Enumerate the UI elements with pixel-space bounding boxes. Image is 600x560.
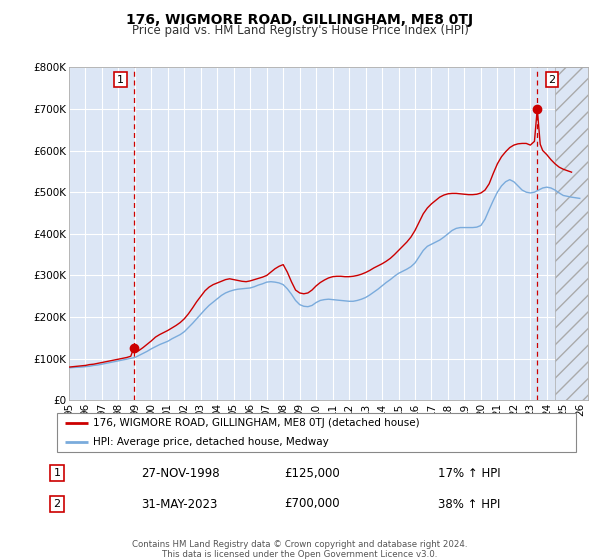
Text: 176, WIGMORE ROAD, GILLINGHAM, ME8 0TJ: 176, WIGMORE ROAD, GILLINGHAM, ME8 0TJ	[127, 13, 473, 27]
Text: 27-NOV-1998: 27-NOV-1998	[141, 466, 220, 480]
Text: HPI: Average price, detached house, Medway: HPI: Average price, detached house, Medw…	[94, 437, 329, 447]
Text: Contains HM Land Registry data © Crown copyright and database right 2024.: Contains HM Land Registry data © Crown c…	[132, 540, 468, 549]
Text: This data is licensed under the Open Government Licence v3.0.: This data is licensed under the Open Gov…	[163, 550, 437, 559]
Text: 38% ↑ HPI: 38% ↑ HPI	[438, 497, 500, 511]
Text: 2: 2	[548, 74, 556, 85]
Bar	[555, 67, 588, 400]
Text: 1: 1	[53, 468, 61, 478]
Text: 176, WIGMORE ROAD, GILLINGHAM, ME8 0TJ (detached house): 176, WIGMORE ROAD, GILLINGHAM, ME8 0TJ (…	[94, 418, 420, 428]
Text: Price paid vs. HM Land Registry's House Price Index (HPI): Price paid vs. HM Land Registry's House …	[131, 24, 469, 38]
Text: 1: 1	[117, 74, 124, 85]
FancyBboxPatch shape	[56, 413, 577, 452]
Text: £125,000: £125,000	[284, 466, 340, 480]
Text: 2: 2	[53, 499, 61, 509]
Text: 31-MAY-2023: 31-MAY-2023	[141, 497, 217, 511]
Text: £700,000: £700,000	[284, 497, 340, 511]
Text: 17% ↑ HPI: 17% ↑ HPI	[438, 466, 500, 480]
